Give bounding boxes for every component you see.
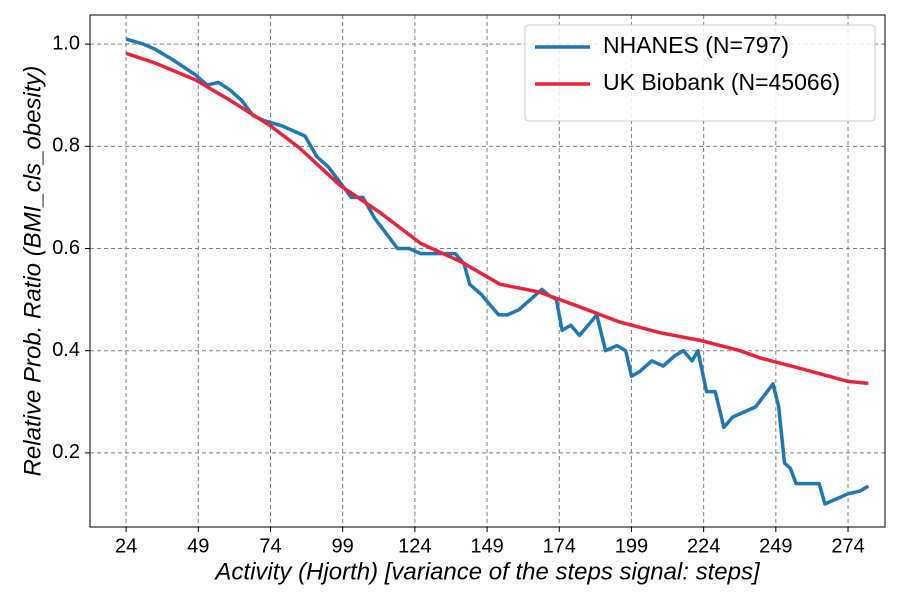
- y-tick-label: 0.4: [52, 339, 80, 361]
- x-tick-label: 49: [187, 535, 209, 557]
- x-tick-label: 99: [332, 535, 354, 557]
- legend-box: [524, 24, 876, 122]
- line: [125, 51, 869, 386]
- y-tick-label: 0.8: [52, 135, 80, 157]
- x-tick-label: 249: [759, 535, 792, 557]
- x-tick-label: 149: [470, 535, 503, 557]
- x-tick-label: 224: [687, 535, 720, 557]
- legend-label: NHANES (N=797): [603, 32, 789, 58]
- y-axis-label: Relative Prob. Ratio (BMI_cls_obesity): [19, 66, 46, 477]
- y-tick-label: 1.0: [52, 32, 80, 54]
- x-tick-label: 24: [115, 535, 137, 557]
- y-tick-label: 0.6: [52, 237, 80, 259]
- plot-frame: [89, 14, 886, 528]
- x-tick-label: 174: [543, 535, 576, 557]
- x-tick-label: 199: [615, 535, 648, 557]
- x-tick-label: 124: [398, 535, 431, 557]
- y-tick-label: 0.2: [52, 441, 80, 463]
- x-tick-label: 274: [831, 535, 864, 557]
- legend-label: UK Biobank (N=45066): [603, 69, 840, 95]
- x-tick-label: 74: [259, 535, 281, 557]
- x-axis-label: Activity (Hjorth) [variance of the steps…: [213, 558, 761, 585]
